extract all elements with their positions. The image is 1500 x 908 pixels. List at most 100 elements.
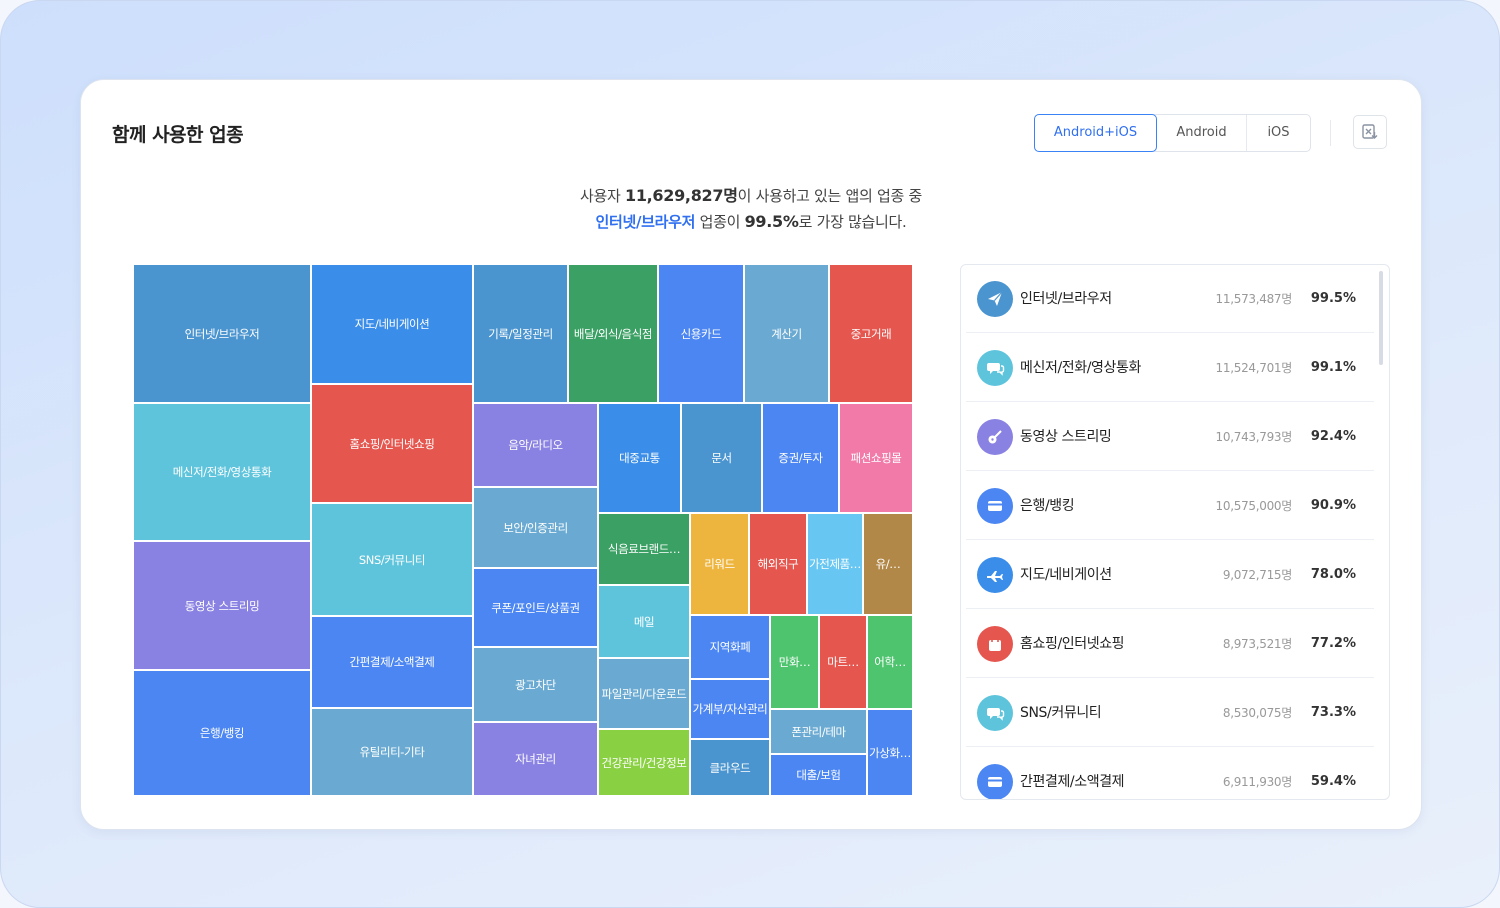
treemap-cell-label: 가상화… [869,745,911,760]
treemap-cell-label: 광고차단 [515,677,556,692]
treemap-cell[interactable]: 중고거래 [829,264,913,403]
ranking-percent: 99.1% [1310,360,1356,375]
treemap-cell[interactable]: 증권/투자 [762,403,839,513]
ranking-list-item[interactable]: 메신저/전화/영상통화 11,524,701명 99.1% [966,334,1374,402]
treemap-cell-label: 어학… [874,655,906,669]
shopping-bag-icon [977,626,1013,662]
treemap-cell[interactable]: 대중교통 [598,403,681,513]
ranking-list-item[interactable]: 홈쇼핑/인터넷쇼핑 8,973,521명 77.2% [966,610,1374,678]
co-used-categories-card: 함께 사용한 업종 Android+iOS Android iOS 사용자 11… [80,79,1422,830]
treemap-cell[interactable]: 은행/뱅킹 [133,670,311,796]
ranking-name: 동영상 스트리밍 [1020,429,1112,445]
list-scrollbar[interactable] [1379,271,1383,365]
treemap-cell[interactable]: 리워드 [690,513,749,615]
treemap-cell-label: 대중교통 [619,451,660,465]
ranking-users: 10,575,000명 [1215,499,1293,513]
treemap-cell[interactable]: 유틸리티-기타 [311,708,473,796]
treemap-cell[interactable]: 만화… [770,615,819,709]
treemap-cell[interactable]: 간편결제/소액결제 [311,616,473,708]
treemap-cell-label: 가계부/자산관리 [692,702,768,716]
treemap-cell-label: 음악/라디오 [508,438,563,452]
treemap-cell[interactable]: 가전제품… [807,513,863,615]
ranking-list-item[interactable]: 동영상 스트리밍 10,743,793명 92.4% [966,403,1374,471]
guitar-icon [977,419,1013,455]
ranking-list-item[interactable]: 지도/네비게이션 9,072,715명 78.0% [966,541,1374,609]
ranking-percent: 90.9% [1310,498,1356,513]
treemap-cell[interactable]: 대출/보험 [770,754,867,796]
ranking-list-item[interactable]: 인터넷/브라우저 11,573,487명 99.5% [966,265,1374,333]
airplane-icon [977,557,1013,593]
treemap-cell[interactable]: 인터넷/브라우저 [133,264,311,403]
excel-export-button[interactable] [1353,115,1387,149]
paper-plane-icon [977,281,1013,317]
treemap-cell[interactable]: 패션쇼핑몰 [839,403,913,513]
treemap-cell[interactable]: 광고차단 [473,647,598,722]
treemap-cell[interactable]: 가상화… [867,709,913,796]
treemap-cell-label: 폰관리/테마 [791,724,846,739]
summary-suffix: 로 가장 많습니다. [798,213,907,231]
ranking-list-item[interactable]: 은행/뱅킹 10,575,000명 90.9% [966,472,1374,540]
treemap-cell[interactable]: 홈쇼핑/인터넷쇼핑 [311,384,473,503]
treemap-cell[interactable]: 신용카드 [658,264,744,403]
summary-top-pct: 99.5% [744,212,799,231]
credit-card-icon [977,488,1013,524]
chat-bubbles-icon [977,350,1013,386]
ranking-name: 홈쇼핑/인터넷쇼핑 [1020,636,1125,652]
credit-card-icon [977,764,1013,799]
treemap-cell[interactable]: 계산기 [744,264,829,403]
summary-prefix: 사용자 [580,187,625,205]
treemap-cell[interactable]: SNS/커뮤니티 [311,503,473,616]
treemap-cell[interactable]: 어학… [867,615,913,709]
treemap-cell[interactable]: 마트… [819,615,867,709]
treemap-cell-label: 증권/투자 [778,451,823,465]
treemap-cell[interactable]: 메신저/전화/영상통화 [133,403,311,541]
treemap-cell[interactable]: 문서 [681,403,762,513]
summary-mid2: 업종이 [695,213,745,231]
treemap-cell[interactable]: 동영상 스트리밍 [133,541,311,670]
treemap-cell[interactable]: 쿠폰/포인트/상품권 [473,568,598,647]
treemap-cell-label: 간편결제/소액결제 [349,655,435,669]
treemap-cell-label: 만화… [778,655,811,669]
treemap-cell[interactable]: 지역화폐 [690,615,770,679]
treemap-cell[interactable]: 해외직구 [749,513,807,615]
treemap-cell-label: 기록/일정관리 [488,326,553,341]
treemap-cell[interactable]: 배달/외식/음식점 [568,264,658,403]
treemap-cell-label: 배달/외식/음식점 [573,326,653,341]
treemap-cell[interactable]: 음악/라디오 [473,403,598,487]
treemap-cell[interactable]: 클라우드 [690,739,770,796]
summary-top-category: 인터넷/브라우저 [595,213,696,231]
card-title: 함께 사용한 업종 [112,124,244,146]
chat-bubbles-icon [977,695,1013,731]
tab-android[interactable]: Android [1157,115,1247,151]
treemap-cell-label: 문서 [711,451,732,465]
treemap-cell[interactable]: 지도/네비게이션 [311,264,473,384]
treemap-cell[interactable]: 가계부/자산관리 [690,679,770,739]
treemap-cell[interactable]: 메일 [598,585,690,658]
treemap-cell[interactable]: 보안/인증관리 [473,487,598,568]
treemap-cell-label: 홈쇼핑/인터넷쇼핑 [349,436,435,451]
treemap-cell[interactable]: 건강관리/건강정보 [598,729,690,796]
tab-android-ios[interactable]: Android+iOS [1034,114,1157,152]
treemap-cell[interactable]: 유/… [863,513,913,615]
ranking-list-item[interactable]: 간편결제/소액결제 6,911,930명 59.4% [966,748,1374,799]
ranking-users: 6,911,930명 [1222,775,1292,789]
category-treemap: 인터넷/브라우저 메신저/전화/영상통화 동영상 스트리밍 은행/뱅킹 지도/네비게이션… [133,264,913,796]
category-ranking-list: 인터넷/브라우저 11,573,487명 99.5% 메신저/전화/영상통화 11,52… [960,264,1390,800]
ranking-percent: 78.0% [1310,567,1356,582]
treemap-cell[interactable]: 기록/일정관리 [473,264,568,403]
treemap-cell[interactable]: 식음료브랜드… [598,513,690,585]
treemap-cell-label: 패션쇼핑몰 [850,451,902,465]
platform-tabs: Android+iOS Android iOS [1034,114,1311,152]
treemap-cell[interactable]: 폰관리/테마 [770,709,867,754]
treemap-cell-label: 식음료브랜드… [607,542,681,556]
ranking-name: 간편결제/소액결제 [1020,774,1125,790]
treemap-cell[interactable]: 파일관리/다운로드 [598,658,690,729]
treemap-cell-label: 보안/인증관리 [503,520,568,535]
excel-download-icon [1362,124,1378,139]
treemap-cell-label: 쿠폰/포인트/상품권 [491,600,580,615]
ranking-list-item[interactable]: SNS/커뮤니티 8,530,075명 73.3% [966,679,1374,747]
treemap-cell[interactable]: 자녀관리 [473,722,598,796]
ranking-users: 11,524,701명 [1215,361,1293,375]
treemap-cell-label: 가전제품… [809,557,861,571]
tab-ios[interactable]: iOS [1267,125,1290,140]
